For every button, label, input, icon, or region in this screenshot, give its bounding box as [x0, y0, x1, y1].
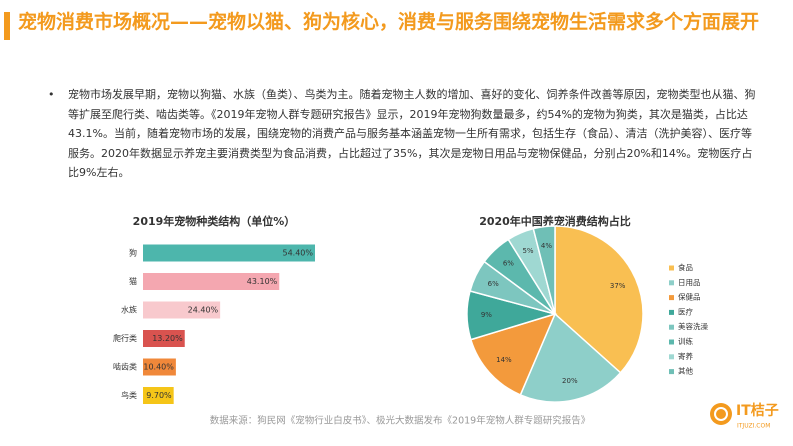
legend-swatch [669, 265, 674, 271]
bar [143, 387, 174, 404]
bar [143, 273, 280, 290]
value-label: 43.10% [247, 277, 278, 286]
logo: IT桔子 [736, 402, 779, 419]
paragraph: 宠物市场发展早期，宠物以狗猫、水族（鱼类）、鸟类为主。随着宠物主人数的增加、喜好… [68, 88, 756, 179]
bar [143, 244, 315, 262]
slice-label: 6% [503, 260, 514, 268]
legend-swatch [669, 354, 674, 360]
value-label: 10.40% [143, 363, 174, 372]
slice-label: 37% [610, 282, 626, 290]
legend-label: 寄养 [678, 351, 693, 361]
logo-icon-inner [714, 407, 728, 421]
bar [143, 330, 185, 347]
pie-slice [554, 225, 644, 374]
legend-swatch [669, 280, 674, 286]
title-accent [4, 12, 10, 40]
legend-label: 其他 [678, 366, 693, 376]
slice-label: 9% [481, 311, 492, 319]
legend-label: 食品 [678, 262, 693, 272]
bullet: • [48, 88, 55, 101]
logo-icon [710, 403, 732, 425]
value-label: 24.40% [188, 306, 219, 315]
pie-slice [532, 225, 556, 315]
legend-swatch [669, 339, 674, 345]
bar [143, 301, 221, 319]
bar-title: 2019年宠物种类结构（单位%） [133, 214, 296, 228]
pie-slice [469, 312, 557, 396]
value-label: 13.20% [152, 334, 183, 343]
category-label: 鸟类 [121, 390, 137, 400]
legend-label: 保健品 [678, 292, 701, 302]
category-label: 猫 [129, 276, 137, 286]
bar [143, 358, 176, 376]
value-label: 9.70% [146, 391, 172, 400]
pie-title: 2020年中国养宠消费结构占比 [479, 214, 631, 228]
value-label: 54.40% [282, 249, 313, 258]
slice-label: 6% [488, 280, 499, 288]
slice-label: 14% [496, 356, 512, 364]
legend-swatch [669, 324, 674, 330]
legend-swatch [669, 295, 674, 301]
category-label: 狗 [129, 248, 137, 258]
legend-label: 医疗 [678, 306, 693, 316]
slice-label: 4% [541, 242, 552, 250]
slice-label: 5% [522, 247, 533, 255]
pie-slice [519, 312, 622, 403]
legend-label: 美容洗澡 [678, 321, 708, 331]
legend-label: 日用品 [678, 278, 701, 287]
legend-swatch [669, 309, 674, 315]
category-label: 爬行类 [113, 333, 137, 343]
category-label: 啮齿类 [113, 362, 137, 372]
slide-title: 宠物消费市场概况——宠物以猫、狗为核心，消费与服务围绕宠物生活需求多个方面展开 [18, 11, 760, 33]
category-label: 水族 [121, 305, 137, 315]
legend-swatch [669, 369, 674, 375]
slice-label: 20% [562, 377, 578, 385]
logo-sub: ITJUZI.COM [737, 423, 770, 430]
source: 数据来源：狗民网《宠物行业白皮书》、极光大数据发布《2019年宠物人群专题研究报… [210, 415, 590, 427]
legend-label: 训练 [678, 336, 693, 346]
